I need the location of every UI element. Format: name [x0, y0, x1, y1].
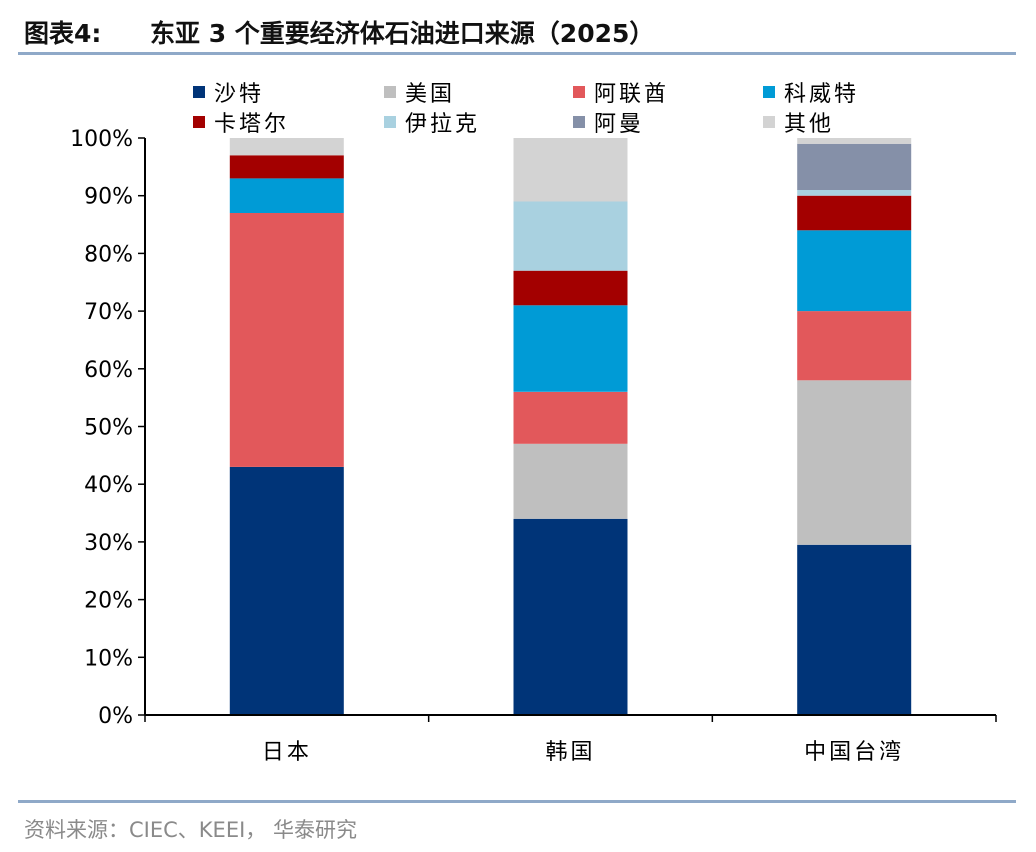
legend-swatch [573, 86, 585, 98]
header-divider [18, 52, 1016, 55]
y-tick-label: 20% [84, 589, 133, 614]
bar-segment-1-2 [513, 391, 628, 444]
legend-swatch [384, 116, 396, 128]
x-category-label: 日本 [262, 740, 312, 765]
x-axis: 日本 韩国 中国台湾 [144, 714, 997, 765]
bar-segment-0-4 [229, 155, 344, 179]
legend-label: 科威特 [784, 82, 859, 107]
legend-label: 沙特 [214, 82, 264, 107]
bar-segment-2-7 [797, 138, 912, 144]
figure-label: 图表4: [24, 19, 102, 48]
y-tick-label: 100% [70, 127, 133, 152]
bar-stacks [229, 138, 912, 715]
bar-segment-2-6 [797, 143, 912, 190]
bar-segment-1-0 [513, 518, 628, 715]
y-tick-label: 10% [84, 646, 133, 671]
legend-swatch [763, 116, 775, 128]
legend-label: 伊拉克 [405, 112, 480, 137]
bar-segment-0-2 [229, 213, 344, 467]
y-tick-label: 60% [84, 358, 133, 383]
legend-swatch [193, 86, 205, 98]
bar-segment-2-0 [797, 544, 912, 715]
bar-segment-1-7 [513, 138, 628, 202]
bar-segment-0-3 [229, 178, 344, 213]
bar-segment-1-4 [513, 270, 628, 306]
bar-segment-1-1 [513, 443, 628, 519]
legend-swatch [573, 116, 585, 128]
legend-label: 卡塔尔 [214, 112, 289, 137]
bar-segment-1-3 [513, 305, 628, 392]
bar-segment-0-0 [229, 466, 344, 715]
bar-segment-0-7 [229, 138, 344, 156]
bar-segment-2-3 [797, 230, 912, 312]
y-tick-label: 30% [84, 531, 133, 556]
figure-header: 图表4: 东亚 3 个重要经济体石油进口来源（2025） [18, 6, 1018, 50]
bar-segment-2-2 [797, 311, 912, 381]
x-category-label: 韩国 [545, 740, 595, 765]
legend-swatch [384, 86, 396, 98]
x-category-label: 中国台湾 [804, 740, 904, 765]
y-tick-label: 40% [84, 473, 133, 498]
legend-label: 阿曼 [594, 112, 644, 137]
legend-swatch [763, 86, 775, 98]
legend-swatch [193, 116, 205, 128]
y-tick-label: 90% [84, 185, 133, 210]
y-tick-label: 80% [84, 242, 133, 267]
footer-divider [18, 800, 1016, 803]
y-axis: 0% 10% 20% 30% 40% 50% 60% 70% 80% 90% 100% [70, 127, 146, 729]
figure-title: 东亚 3 个重要经济体石油进口来源（2025） [150, 19, 655, 48]
y-tick-label: 70% [84, 300, 133, 325]
legend-label: 其他 [784, 112, 834, 137]
bar-segment-2-5 [797, 189, 912, 196]
y-tick-label: 0% [98, 704, 133, 729]
bar-segment-2-4 [797, 195, 912, 231]
bar-segment-1-5 [513, 201, 628, 271]
legend-label: 阿联酋 [594, 82, 669, 107]
legend-label: 美国 [405, 82, 455, 107]
source-note: 资料来源：CIEC、KEEI， 华泰研究 [24, 818, 357, 842]
y-tick-label: 50% [84, 416, 133, 441]
bar-segment-2-1 [797, 380, 912, 545]
